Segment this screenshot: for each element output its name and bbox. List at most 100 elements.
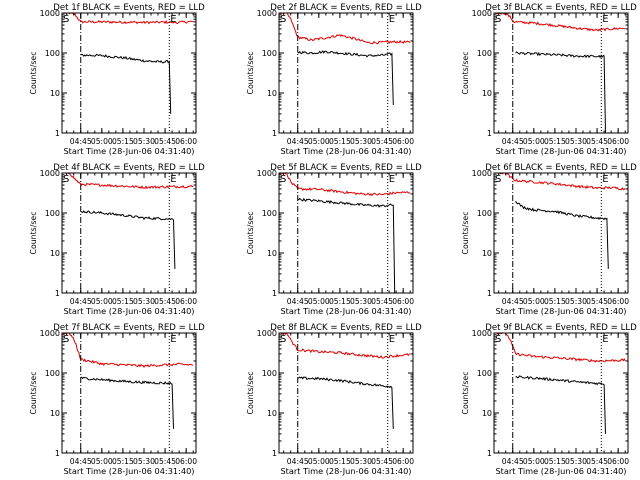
plot-frame	[278, 172, 414, 294]
x-tick-label: 05:15	[544, 457, 566, 466]
lld-series-line	[62, 173, 194, 190]
lld-series-line	[279, 333, 411, 359]
plot-frame	[61, 172, 197, 294]
plot-frame	[493, 332, 629, 454]
x-tick-label: 04:45	[287, 137, 309, 146]
y-tick-label: 1000	[472, 329, 492, 338]
x-axis-label: Start Time (28-Jun-06 04:31:40)	[280, 466, 411, 476]
x-tick-label: 05:30	[133, 297, 155, 306]
x-tick-label: 06:00	[175, 137, 197, 146]
y-axis-label: Counts/sec	[461, 52, 470, 95]
x-tick-label: 06:00	[392, 297, 414, 306]
y-tick-label: 10	[267, 409, 277, 418]
x-tick-label: 05:00	[523, 297, 545, 306]
x-tick-label: 05:45	[586, 457, 608, 466]
x-tick-label: 05:00	[91, 457, 113, 466]
x-tick-label: 05:45	[371, 457, 393, 466]
events-series-line	[297, 376, 394, 429]
x-axis-label: Start Time (28-Jun-06 04:31:40)	[280, 146, 411, 156]
end-marker-label: E	[389, 14, 395, 25]
x-tick-label: 05:15	[329, 297, 351, 306]
x-tick-label: 06:00	[175, 297, 197, 306]
y-tick-label: 10	[50, 89, 60, 98]
x-tick-label: 05:00	[523, 457, 545, 466]
y-axis-label: Counts/sec	[246, 52, 255, 95]
x-tick-label: 05:00	[91, 297, 113, 306]
y-tick-label: 1000	[40, 9, 60, 18]
y-axis-label: Counts/sec	[461, 212, 470, 255]
x-tick-label: 05:30	[350, 297, 372, 306]
x-tick-label: 04:45	[502, 457, 524, 466]
chart-title: Det 8f BLACK = Events, RED = LLD	[270, 323, 422, 333]
lld-series-line	[494, 13, 626, 32]
plot-frame	[493, 172, 629, 294]
x-tick-label: 05:30	[133, 137, 155, 146]
y-tick-label: 1	[55, 289, 60, 298]
x-tick-label: 05:45	[154, 297, 176, 306]
x-tick-label: 04:45	[70, 137, 92, 146]
y-tick-label: 1	[55, 449, 60, 458]
plot-frame	[61, 332, 197, 454]
x-tick-label: 05:15	[112, 297, 134, 306]
plot-frame	[278, 12, 414, 134]
lld-series-line	[279, 13, 411, 45]
end-marker-label: E	[170, 334, 176, 345]
plot-frame	[493, 12, 629, 134]
x-tick-label: 06:00	[392, 457, 414, 466]
lld-series-line	[279, 173, 411, 197]
events-series-line	[515, 200, 609, 269]
x-tick-label: 06:00	[175, 457, 197, 466]
x-tick-label: 05:30	[565, 137, 587, 146]
y-tick-label: 10	[50, 249, 60, 258]
events-series-line	[515, 375, 606, 434]
chart-title: Det 9f BLACK = Events, RED = LLD	[485, 323, 637, 333]
x-tick-label: 04:45	[287, 457, 309, 466]
lld-series-line	[494, 173, 626, 191]
x-tick-label: 05:45	[586, 137, 608, 146]
x-tick-label: 06:00	[607, 457, 629, 466]
chart-title: Det 4f BLACK = Events, RED = LLD	[53, 163, 205, 173]
x-tick-label: 05:45	[371, 297, 393, 306]
x-tick-label: 05:45	[371, 137, 393, 146]
x-tick-label: 04:45	[502, 137, 524, 146]
plot-frame	[278, 332, 414, 454]
y-tick-label: 10	[50, 409, 60, 418]
y-tick-label: 1	[55, 129, 60, 138]
end-marker-label: E	[602, 14, 608, 25]
x-axis-label: Start Time (28-Jun-06 04:31:40)	[495, 306, 626, 316]
x-tick-label: 05:00	[523, 137, 545, 146]
y-tick-label: 100	[45, 369, 60, 378]
end-marker-label: E	[170, 14, 176, 25]
x-tick-label: 04:45	[502, 297, 524, 306]
x-tick-label: 04:45	[70, 297, 92, 306]
start-marker-label: S	[63, 334, 69, 345]
events-series-line	[297, 197, 396, 293]
y-tick-label: 1000	[40, 329, 60, 338]
lld-series-line	[62, 333, 194, 369]
y-tick-label: 10	[482, 89, 492, 98]
y-tick-label: 10	[267, 89, 277, 98]
chart-title: Det 1f BLACK = Events, RED = LLD	[53, 3, 205, 13]
chart-title: Det 3f BLACK = Events, RED = LLD	[485, 3, 637, 13]
x-tick-label: 04:45	[70, 457, 92, 466]
lld-series-line	[494, 333, 626, 363]
start-marker-label: S	[495, 14, 501, 25]
y-tick-label: 1	[272, 289, 277, 298]
chart-title: Det 5f BLACK = Events, RED = LLD	[270, 163, 422, 173]
y-axis-label: Counts/sec	[29, 52, 38, 95]
x-tick-label: 05:15	[544, 137, 566, 146]
y-axis-label: Counts/sec	[29, 372, 38, 415]
x-tick-label: 05:45	[154, 137, 176, 146]
x-axis-label: Start Time (28-Jun-06 04:31:40)	[280, 306, 411, 316]
y-tick-label: 1000	[472, 9, 492, 18]
x-tick-label: 04:45	[287, 297, 309, 306]
